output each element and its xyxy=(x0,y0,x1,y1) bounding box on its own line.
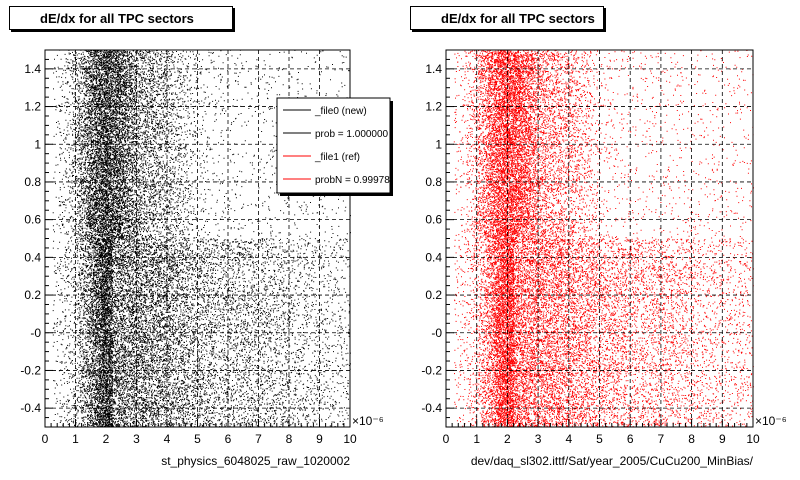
x-tick-label: 2 xyxy=(103,432,110,446)
y-tick-label: -0.2 xyxy=(20,363,41,377)
x-tick-label: 9 xyxy=(719,432,726,446)
y-tick-label: 1.2 xyxy=(24,100,41,114)
legend-entry-label: _file0 (new) xyxy=(314,106,367,117)
y-tick-label: -0.4 xyxy=(20,401,41,415)
x-tick-label: 2 xyxy=(504,432,511,446)
legend-entry-label: probN = 0.99978 xyxy=(315,175,390,186)
y-tick-label: 0.6 xyxy=(24,213,41,227)
y-tick-label: 0.2 xyxy=(24,288,41,302)
y-tick-label: 1 xyxy=(435,137,442,151)
x-exponent-label: ×10⁻⁶ xyxy=(755,414,787,428)
legend-entry-label: _file1 (ref) xyxy=(314,152,360,163)
chart-title-left: dE/dx for all TPC sectors xyxy=(9,6,233,30)
x-tick-label: 9 xyxy=(316,432,323,446)
y-tick-label: 0.8 xyxy=(24,175,41,189)
y-tick-label: 1.4 xyxy=(24,62,41,76)
x-tick-label: 7 xyxy=(658,432,665,446)
x-tick-label: 0 xyxy=(42,432,49,446)
y-tick-label: 0.2 xyxy=(425,288,442,302)
legend-box xyxy=(276,97,391,194)
x-exponent-label: ×10⁻⁶ xyxy=(352,414,384,428)
y-tick-label: 0.8 xyxy=(425,175,442,189)
y-tick-label: -0.4 xyxy=(421,401,442,415)
x-axis-title-right: dev/daq_sl302.ittf/Sat/year_2005/CuCu200… xyxy=(471,454,754,468)
y-tick-label: 0.4 xyxy=(24,250,41,264)
x-tick-label: 5 xyxy=(596,432,603,446)
x-tick-label: 1 xyxy=(473,432,480,446)
x-tick-label: 5 xyxy=(194,432,201,446)
y-tick-label: 1.2 xyxy=(425,100,442,114)
x-tick-label: 0 xyxy=(443,432,450,446)
y-tick-label: -0 xyxy=(431,326,442,340)
x-axis-title-left: st_physics_6048025_raw_1020002 xyxy=(161,454,350,468)
y-tick-label: 0.6 xyxy=(425,213,442,227)
y-tick-label: -0 xyxy=(30,326,41,340)
y-tick-label: 0.4 xyxy=(425,250,442,264)
x-tick-label: 8 xyxy=(688,432,695,446)
x-tick-label: 6 xyxy=(225,432,232,446)
x-tick-label: 8 xyxy=(286,432,293,446)
x-tick-label: 7 xyxy=(255,432,262,446)
chart-title-right: dE/dx for all TPC sectors xyxy=(410,6,604,30)
x-tick-label: 4 xyxy=(565,432,572,446)
x-tick-label: 3 xyxy=(133,432,140,446)
y-tick-label: 1 xyxy=(34,137,41,151)
x-tick-label: 4 xyxy=(164,432,171,446)
legend-entry-label: prob = 1.000000 xyxy=(315,129,389,140)
y-tick-label: 1.4 xyxy=(425,62,442,76)
scatter-points-left xyxy=(52,49,351,428)
x-tick-label: 10 xyxy=(343,432,357,446)
scatter-points-right xyxy=(453,49,754,428)
x-tick-label: 10 xyxy=(746,432,760,446)
x-tick-label: 1 xyxy=(72,432,79,446)
x-tick-label: 6 xyxy=(627,432,634,446)
y-tick-label: -0.2 xyxy=(421,363,442,377)
x-tick-label: 3 xyxy=(535,432,542,446)
